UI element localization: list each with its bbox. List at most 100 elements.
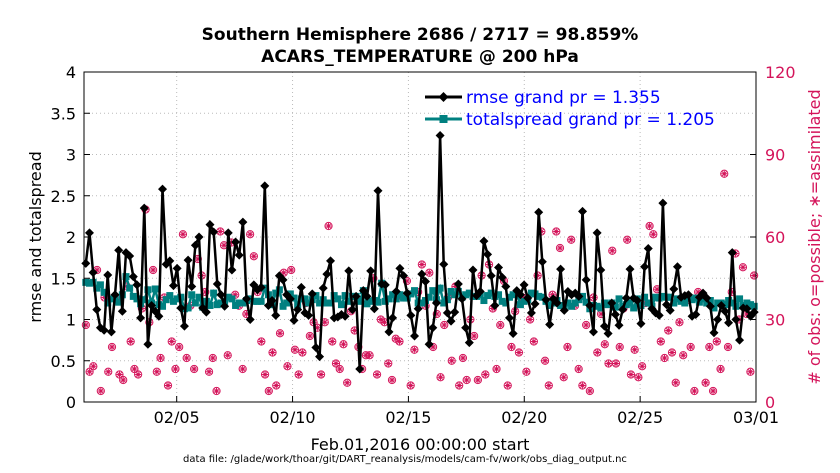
rmse-point [154,311,164,321]
obs-assimilated-marker [706,344,713,350]
obs-possible-marker [701,378,710,387]
rmse-point [702,293,712,303]
obs-possible-marker [638,362,647,371]
totalspread-point [126,284,134,292]
rmse-point [179,321,189,331]
rmse-point [92,305,102,315]
totalspread-point [224,293,232,301]
rmse-point [643,244,653,254]
obs-possible-marker [148,265,158,275]
rmse-point [260,181,270,191]
rmse-point [442,308,452,318]
obs-possible-marker [294,370,303,379]
rmse-point [662,300,672,310]
obs-assimilated-marker [269,349,276,356]
totalspread-point [546,301,554,309]
rmse-point [468,265,478,275]
totalspread-point [659,292,667,300]
obs-possible-marker [555,243,565,253]
obs-possible-marker [608,246,617,255]
obs-possible-marker [387,375,397,385]
x-tick-label: 02/05 [154,408,200,427]
rmse-point [165,256,175,266]
obs-possible-marker [175,342,184,352]
obs-assimilated-marker [627,371,634,378]
rmse-point [574,291,584,301]
totalspread-point [411,287,419,295]
totalspread-point [173,295,181,303]
totalspread-point [166,292,174,300]
totalspread-point [100,288,108,296]
obs-possible-marker [425,268,434,277]
obs-possible-marker [212,386,221,396]
obs-possible-marker [630,345,639,354]
totalspread-point [480,297,488,305]
obs-possible-marker [529,337,538,346]
y2-tick-label: 90 [765,146,785,165]
obs-assimilated-marker [374,371,381,378]
obs-possible-marker [272,381,281,390]
obs-assimilated-marker [575,366,582,372]
totalspread-point [498,297,506,305]
obs-assimilated-marker [654,286,661,293]
x-axis-label: Feb.01,2016 00:00:00 start [311,435,530,454]
obs-assimilated-marker [288,267,295,273]
obs-possible-marker [455,381,464,390]
totalspread-point [151,285,159,293]
totalspread-point [305,299,313,307]
rmse-point [720,306,730,316]
rmse-point [318,283,328,293]
rmse-point [128,272,138,282]
y-tick-label: 2 [66,228,76,247]
obs-assimilated-marker [407,382,414,389]
obs-assimilated-marker [605,360,612,367]
rmse-point [683,290,693,300]
obs-assimilated-marker [280,269,287,276]
rmse-point [556,264,566,274]
obs-assimilated-marker [265,388,272,394]
y-tick-label: 3 [66,146,76,165]
rmse-point [526,308,536,318]
rmse-point [636,319,646,329]
totalspread-point [279,302,287,310]
obs-possible-marker [738,263,748,272]
obs-assimilated-marker [318,371,325,378]
rmse-series [81,131,759,374]
obs-assimilated-marker [418,261,425,268]
obs-assimilated-marker [247,231,254,238]
x-tick-label: 02/20 [501,408,547,427]
legend-spread-marker [439,115,448,123]
totalspread-point [191,299,199,307]
obs-possible-marker [481,370,490,379]
totalspread-point [706,297,714,305]
totalspread-point [104,299,112,307]
rmse-point [534,207,544,217]
obs-possible-marker [660,353,669,363]
rmse-point [242,294,252,304]
obs-possible-marker [130,364,139,374]
obs-possible-marker [246,230,255,239]
totalspread-point [436,284,444,292]
rmse-point [618,305,628,315]
obs-possible-marker [582,320,591,330]
totalspread-point [184,304,192,312]
obs-possible-marker [384,359,393,368]
y-axis-right: 0 30 60 90 120 [750,63,796,412]
obs-assimilated-marker [284,363,291,370]
obs-assimilated-marker [105,368,112,375]
obs-possible-marker [238,364,247,374]
totalspread-point [747,301,755,309]
totalspread-point [253,297,261,305]
obs-possible-marker [410,345,419,354]
totalspread-point [568,302,576,310]
totalspread-point [82,278,90,286]
rmse-point [727,248,737,258]
rmse-point [110,290,120,300]
obs-possible-marker [290,345,300,354]
obs-assimilated-marker [340,341,347,348]
rmse-point [307,289,317,299]
rmse-point [713,315,723,324]
obs-possible-marker [343,378,352,387]
rmse-point [220,301,230,311]
rmse-point [245,315,255,324]
